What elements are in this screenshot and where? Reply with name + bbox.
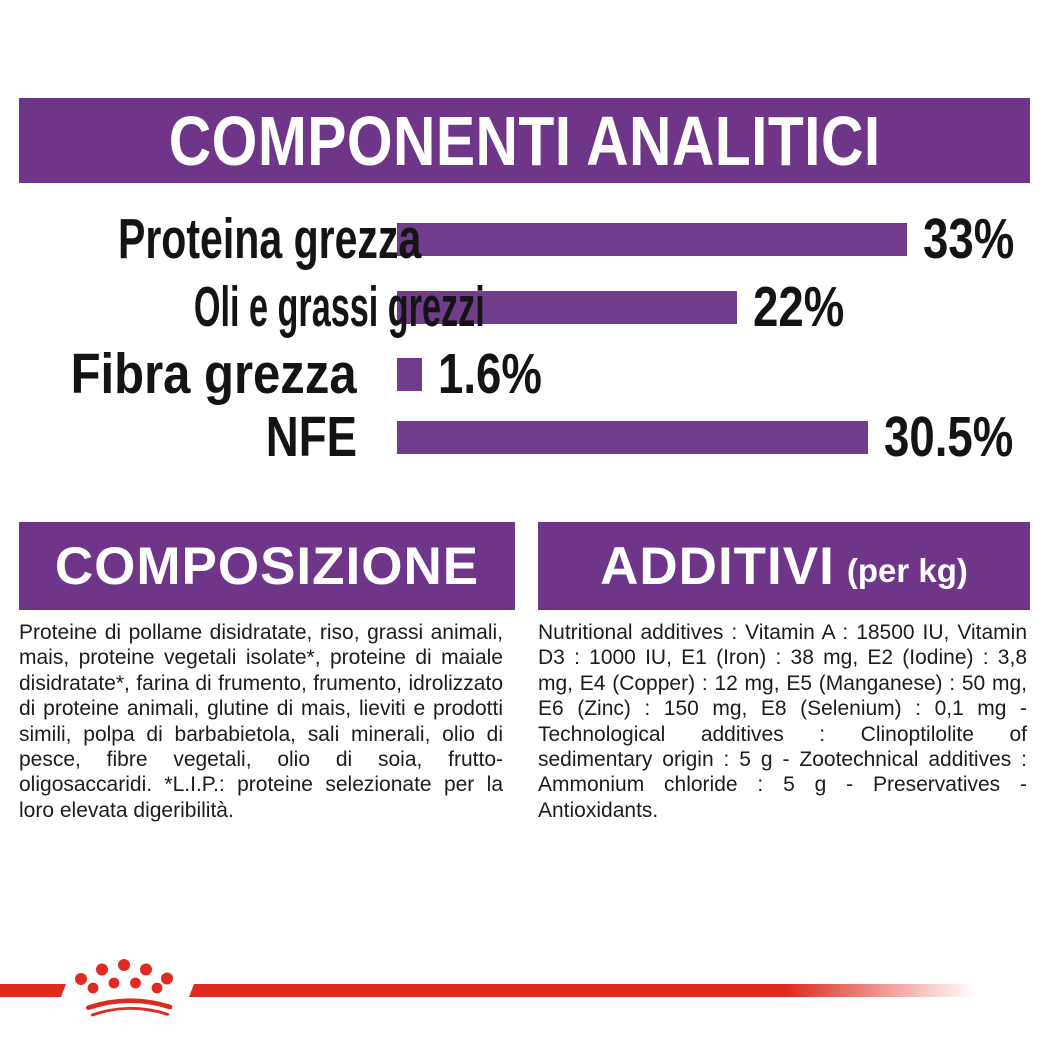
bar-label: NFE (265, 404, 357, 469)
bar-value: 30.5% (884, 404, 1014, 469)
additives-title: ADDITIVI (600, 536, 835, 596)
royal-canin-crown-icon (75, 959, 173, 1017)
bar-value: 33% (923, 206, 1015, 271)
composition-banner: COMPOSIZIONE (19, 522, 515, 610)
footer-red-band-left (0, 984, 66, 997)
additives-body: Nutritional additives : Vitamin A : 1850… (538, 621, 1027, 822)
bar-value: 22% (753, 274, 845, 339)
bar-label: Proteina grezza (117, 206, 422, 271)
footer-red-band-right (189, 984, 975, 997)
bar-protein (397, 222, 907, 256)
bar-row: Fibra grezza 1.6% (0, 344, 568, 404)
bar-label: Oli e grassi grezzi (193, 274, 485, 339)
additives-title-suffix: (per kg) (846, 552, 968, 589)
bar-value: 1.6% (437, 341, 542, 406)
additives-banner: ADDITIVI (per kg) (538, 522, 1030, 610)
bar-row: Oli e grassi grezzi 22% (0, 277, 867, 337)
bar-label: Fibra grezza (70, 341, 357, 406)
composition-body: Proteine di pollame disidratate, riso, g… (19, 621, 503, 822)
composition-title: COMPOSIZIONE (54, 536, 480, 596)
bar-fibre (397, 357, 422, 391)
bar-nfe (397, 420, 869, 454)
bar-row: NFE 30.5% (0, 407, 1046, 467)
page-title: COMPONENTI ANALITICI (168, 101, 881, 180)
bar-row: Proteina grezza 33% (0, 209, 1037, 269)
bar-fat (397, 290, 737, 324)
analytical-components-banner: COMPONENTI ANALITICI (19, 98, 1030, 183)
